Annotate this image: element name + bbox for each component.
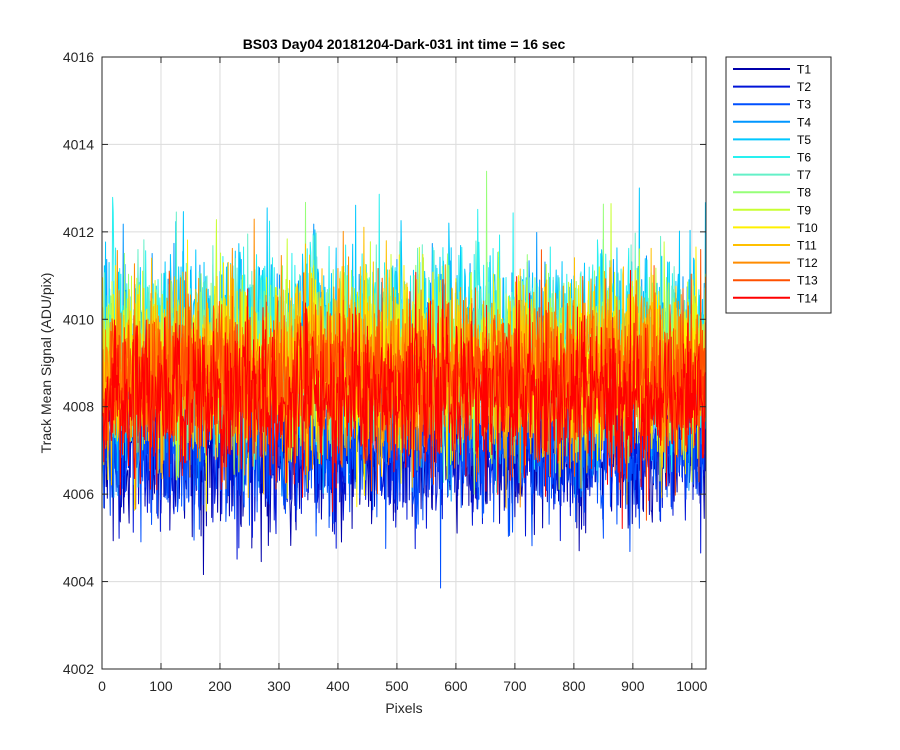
x-axis: 0 100 200 300 400 500 600 700 800 900 1000	[98, 57, 708, 694]
legend-label-t8: T8	[797, 186, 811, 200]
y-tick-label: 4014	[63, 136, 94, 152]
legend-label-t9: T9	[797, 203, 811, 217]
y-axis: 4002 4004 4006 4008 4010 4012 4014 4016	[63, 49, 706, 677]
legend-label-t14: T14	[797, 291, 818, 305]
legend-label-t6: T6	[797, 151, 811, 165]
y-tick-label: 4012	[63, 224, 94, 240]
series-lines	[101, 170, 706, 589]
legend-label-t1: T1	[797, 63, 811, 77]
y-tick-label: 4008	[63, 399, 94, 415]
x-tick-label: 1000	[676, 678, 707, 694]
legend-label-t3: T3	[797, 98, 811, 112]
legend-label-t7: T7	[797, 168, 811, 182]
x-tick-label: 900	[621, 678, 645, 694]
x-tick-label: 500	[385, 678, 409, 694]
y-tick-label: 4002	[63, 661, 94, 677]
legend: T1 T2 T3 T4 T5 T6 T7 T8 T9 T10 T11 T12 T13 T14	[725, 56, 832, 314]
series-line-t14	[101, 269, 706, 530]
legend-label-t5: T5	[797, 133, 811, 147]
x-tick-label: 600	[444, 678, 468, 694]
x-tick-label: 400	[326, 678, 350, 694]
x-tick-label: 300	[267, 678, 291, 694]
legend-label-t11: T11	[797, 239, 817, 253]
y-axis-label: Track Mean Signal (ADU/pix)	[38, 273, 54, 454]
legend-label-t10: T10	[797, 221, 818, 235]
x-tick-label: 200	[208, 678, 232, 694]
y-tick-label: 4016	[63, 49, 94, 65]
x-axis-label: Pixels	[385, 700, 422, 716]
x-tick-label: 0	[98, 678, 106, 694]
plot-frame	[101, 56, 707, 670]
chart-title: BS03 Day04 20181204-Dark-031 int time = …	[243, 36, 566, 52]
x-tick-label: 100	[149, 678, 173, 694]
x-tick-label: 700	[503, 678, 527, 694]
legend-label-t12: T12	[797, 256, 818, 270]
legend-label-t2: T2	[797, 80, 811, 94]
legend-label-t4: T4	[797, 115, 811, 129]
legend-box	[725, 56, 832, 314]
y-tick-label: 4010	[63, 311, 94, 327]
x-tick-label: 800	[562, 678, 586, 694]
legend-label-t13: T13	[797, 274, 818, 288]
y-tick-label: 4004	[63, 574, 94, 590]
y-tick-label: 4006	[63, 486, 94, 502]
